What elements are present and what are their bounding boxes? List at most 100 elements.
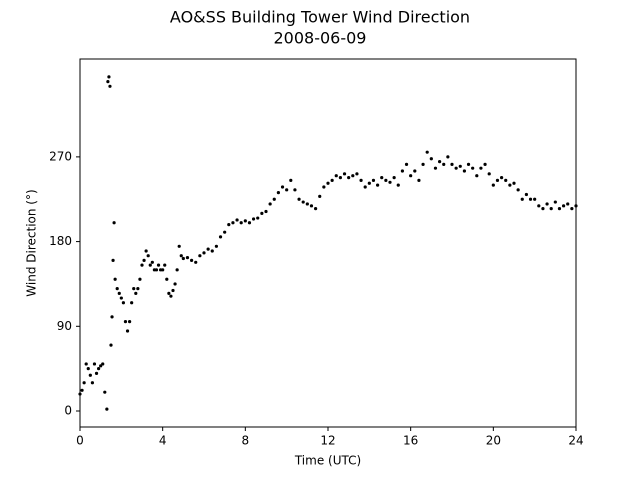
point	[553, 200, 557, 204]
point	[175, 268, 179, 272]
point	[446, 155, 450, 159]
point	[78, 392, 82, 396]
point	[243, 219, 247, 223]
point	[134, 291, 138, 295]
chart-subtitle: 2008-06-09	[274, 29, 367, 48]
point	[111, 258, 115, 263]
point	[330, 178, 334, 183]
point	[425, 150, 429, 154]
point	[549, 207, 553, 211]
point	[429, 157, 433, 161]
point	[163, 263, 167, 267]
point	[140, 263, 144, 267]
point	[351, 174, 355, 178]
point	[409, 174, 413, 178]
point	[363, 185, 367, 189]
chart-title: AO&SS Building Tower Wind Direction	[170, 8, 470, 27]
y-tick-label: 0	[64, 404, 72, 418]
point	[227, 223, 231, 227]
point	[537, 204, 541, 208]
point	[359, 178, 363, 183]
point	[396, 183, 400, 187]
point	[130, 301, 134, 305]
point	[105, 407, 109, 411]
point	[194, 260, 198, 264]
point	[533, 197, 537, 201]
point	[508, 183, 512, 187]
point	[169, 294, 173, 298]
point	[161, 268, 165, 272]
point	[173, 282, 177, 286]
point	[384, 178, 388, 183]
point	[106, 79, 110, 84]
point	[512, 181, 516, 185]
x-tick-label: 20	[486, 434, 501, 448]
point	[179, 254, 183, 258]
point	[570, 207, 574, 211]
point	[442, 162, 446, 167]
point	[305, 202, 309, 206]
point	[417, 178, 421, 183]
point	[146, 254, 150, 258]
point	[97, 367, 101, 371]
point	[110, 315, 114, 319]
point	[264, 209, 268, 214]
point	[475, 174, 479, 178]
point	[109, 343, 113, 347]
point	[268, 202, 272, 206]
point	[471, 166, 475, 170]
point	[326, 181, 330, 185]
point	[94, 371, 99, 375]
point	[338, 175, 342, 180]
point	[252, 217, 256, 221]
point	[107, 75, 111, 79]
point	[280, 185, 285, 189]
point	[202, 251, 206, 255]
y-tick-label: 180	[49, 234, 72, 248]
x-tick-label: 16	[403, 434, 418, 448]
point	[103, 390, 107, 394]
point	[108, 84, 112, 88]
point	[206, 247, 210, 251]
point	[112, 221, 116, 225]
point	[84, 362, 88, 366]
point	[520, 197, 524, 201]
point	[301, 200, 305, 204]
point	[574, 204, 578, 208]
point	[144, 249, 148, 253]
point	[148, 263, 152, 267]
y-tick-label: 90	[57, 319, 72, 333]
point	[413, 169, 417, 173]
point	[355, 172, 359, 176]
point	[557, 207, 562, 211]
point	[500, 175, 504, 180]
point	[90, 381, 94, 385]
point	[276, 191, 280, 195]
point	[466, 162, 471, 167]
point	[214, 244, 218, 248]
point	[462, 169, 466, 173]
point	[125, 329, 130, 333]
point	[247, 221, 252, 225]
point	[80, 388, 84, 392]
point	[121, 301, 125, 305]
point	[404, 162, 409, 167]
x-tick-label: 24	[568, 434, 583, 448]
point	[101, 362, 105, 366]
x-tick-label: 8	[242, 434, 250, 448]
point	[231, 221, 235, 225]
point	[285, 188, 289, 192]
point	[541, 207, 545, 211]
point	[479, 166, 483, 170]
point	[342, 172, 347, 176]
point	[171, 288, 175, 293]
point	[272, 197, 276, 201]
point	[138, 277, 142, 281]
point	[400, 169, 404, 173]
point	[371, 178, 376, 183]
point	[235, 218, 239, 222]
point	[210, 249, 214, 253]
x-axis-label: Time (UTC)	[294, 454, 361, 468]
point	[154, 268, 159, 272]
